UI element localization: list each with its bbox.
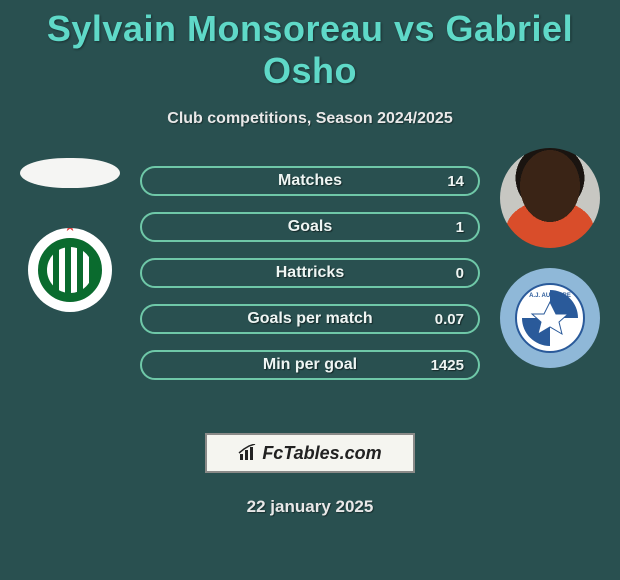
date-line: 22 january 2025 — [0, 497, 620, 517]
stat-label: Hattricks — [142, 264, 478, 282]
comparison-area: ★ Matches 14 Goals 1 Hattricks 0 Goals p… — [0, 158, 620, 418]
player1-column: ★ — [10, 148, 130, 312]
player2-avatar — [500, 148, 600, 248]
stat-rows: Matches 14 Goals 1 Hattricks 0 Goals per… — [140, 166, 480, 396]
stat-value-right: 0 — [456, 265, 464, 282]
stat-row-gpm: Goals per match 0.07 — [140, 304, 480, 334]
page-title: Sylvain Monsoreau vs Gabriel Osho — [0, 0, 620, 92]
stat-row-mpg: Min per goal 1425 — [140, 350, 480, 380]
stat-label: Goals per match — [142, 310, 478, 328]
brand-label: FcTables.com — [262, 443, 381, 464]
stat-label: Goals — [142, 218, 478, 236]
stat-label: Matches — [142, 172, 478, 190]
svg-text:A.J. AUXERRE: A.J. AUXERRE — [529, 293, 571, 299]
stat-row-goals: Goals 1 — [140, 212, 480, 242]
player2-column: A.J. AUXERRE — [490, 148, 610, 368]
stat-label: Min per goal — [142, 356, 478, 374]
subtitle: Club competitions, Season 2024/2025 — [0, 110, 620, 128]
asse-badge-icon — [38, 238, 102, 302]
chart-icon — [238, 444, 258, 462]
stat-row-hattricks: Hattricks 0 — [140, 258, 480, 288]
stat-value-right: 1 — [456, 219, 464, 236]
brand-box: FcTables.com — [205, 433, 415, 473]
stat-value-right: 0.07 — [435, 311, 464, 328]
player2-club-badge: A.J. AUXERRE — [500, 268, 600, 368]
stat-value-right: 14 — [447, 173, 464, 190]
player1-avatar — [20, 158, 120, 188]
stat-row-matches: Matches 14 — [140, 166, 480, 196]
stat-value-right: 1425 — [431, 357, 464, 374]
auxerre-badge-icon: A.J. AUXERRE — [514, 282, 586, 354]
player1-club-badge: ★ — [28, 228, 112, 312]
star-icon: ★ — [64, 228, 77, 235]
